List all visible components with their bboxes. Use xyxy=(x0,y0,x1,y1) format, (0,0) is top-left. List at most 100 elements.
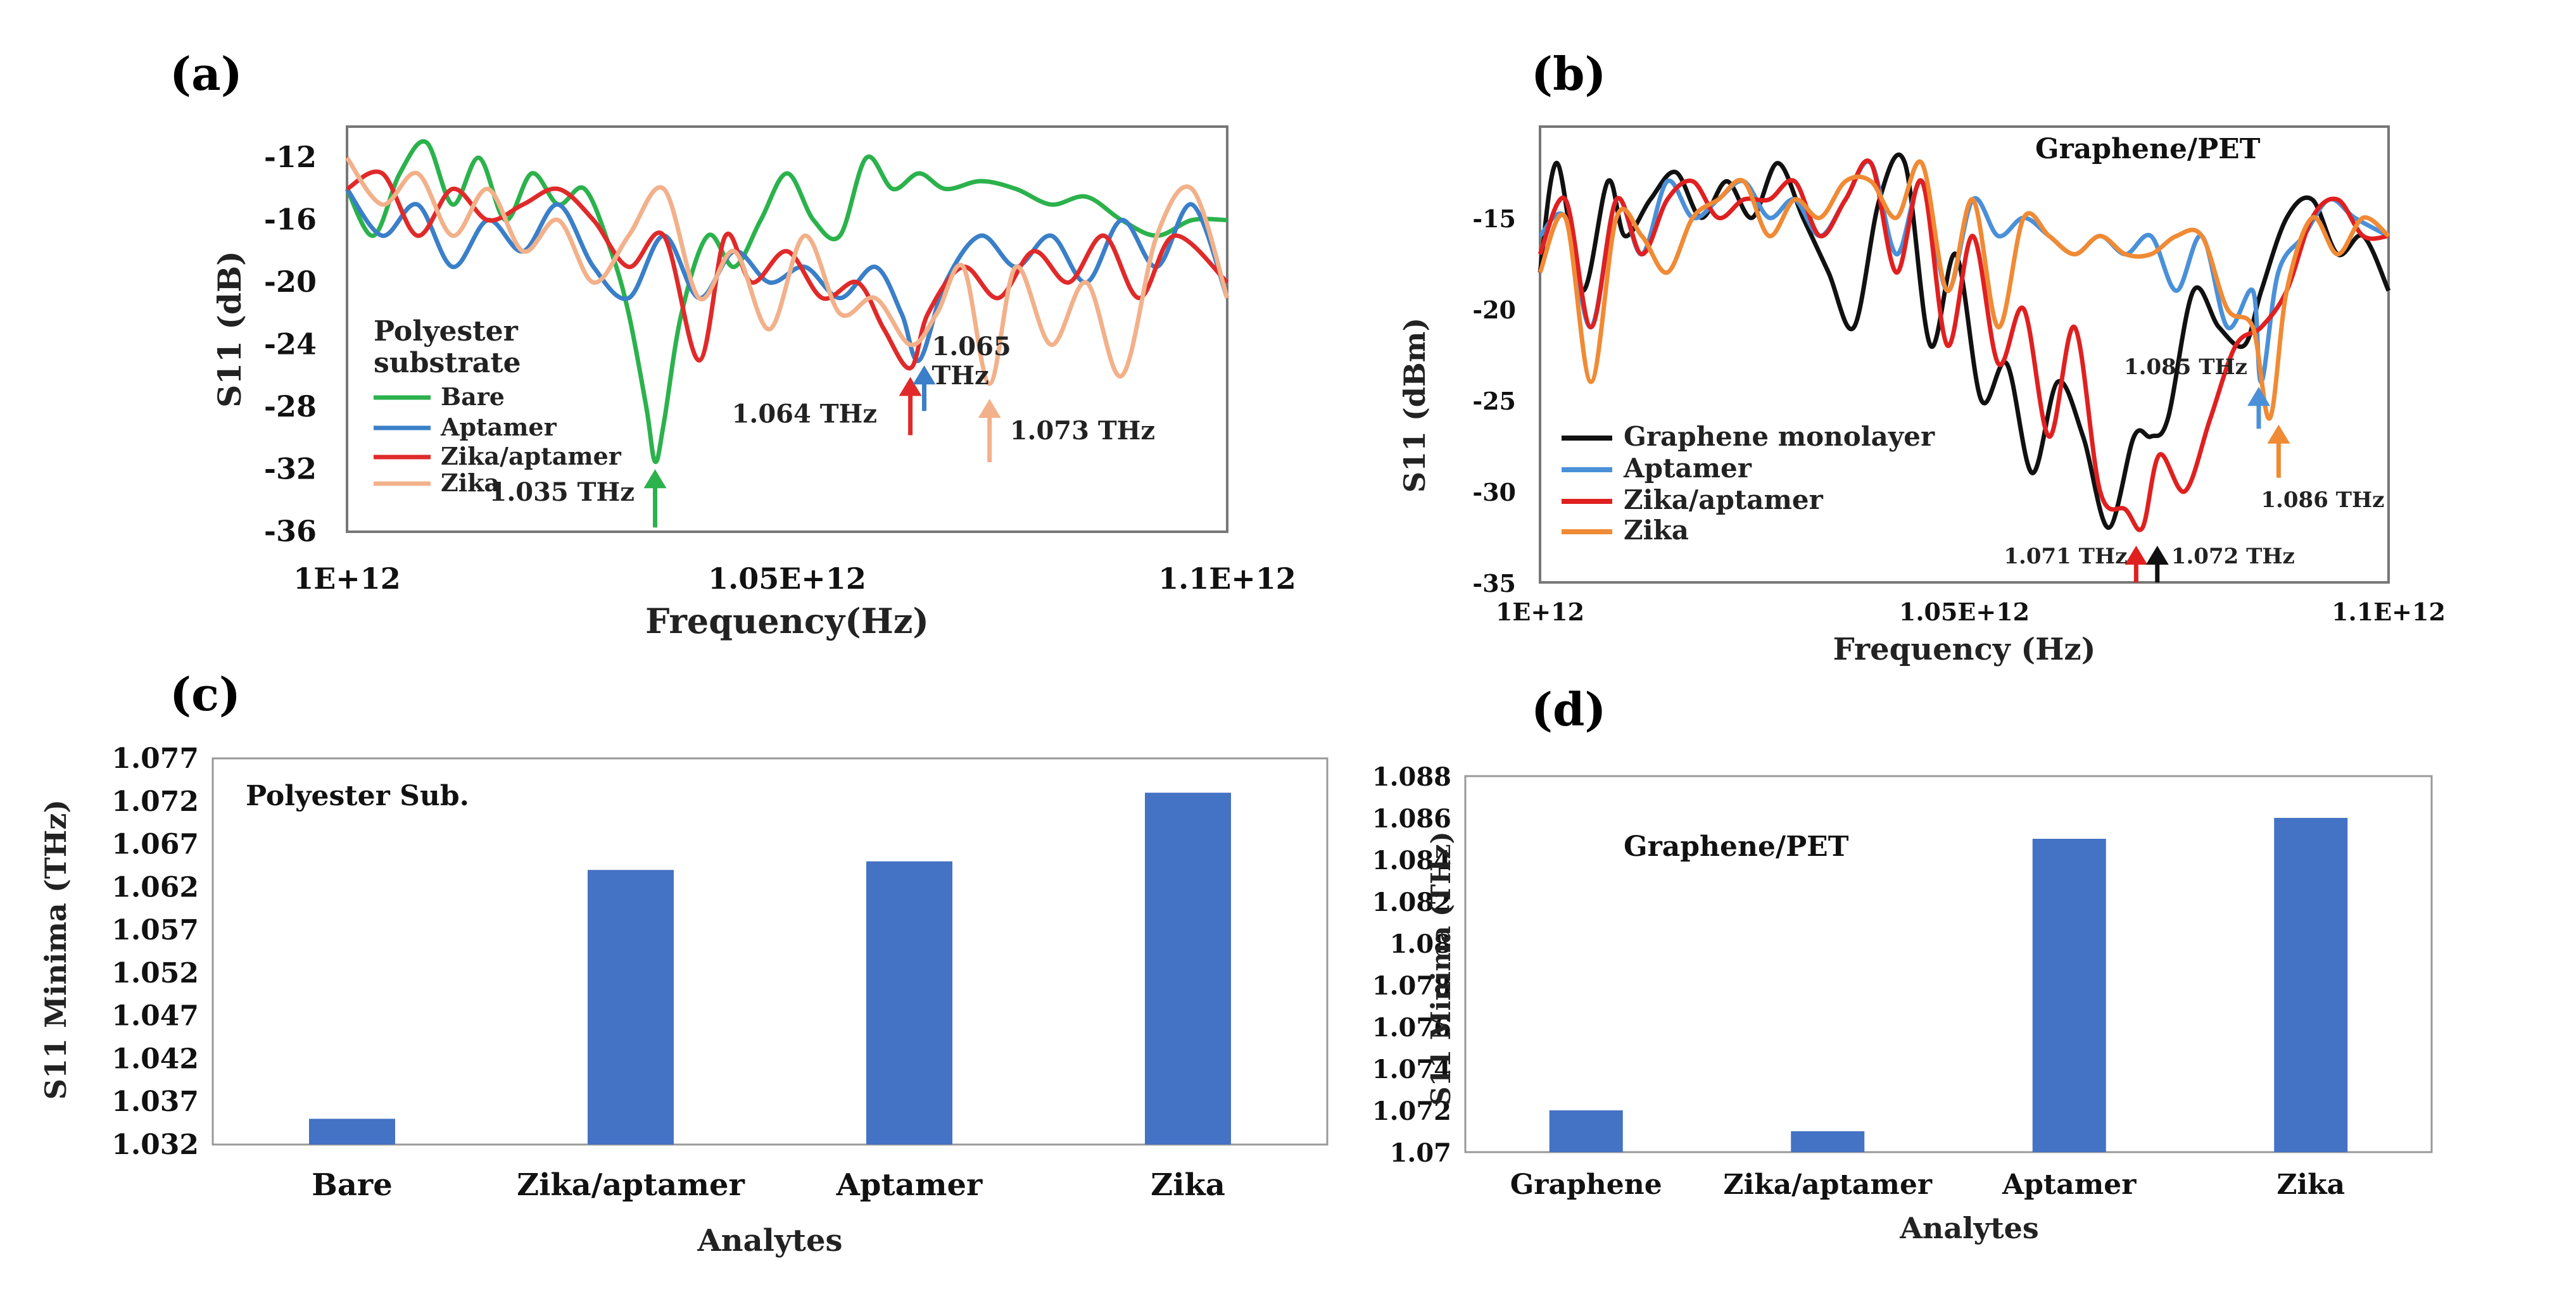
chart-title-d: Graphene/PET xyxy=(1624,831,1849,863)
panel-label-a: (a) xyxy=(170,47,243,101)
y-tick-c-1-037: 1.037 xyxy=(111,1086,199,1118)
annotation-label-b-2: 1.085 THz xyxy=(2124,355,2247,380)
x-axis-title-d: Analytes xyxy=(1899,1211,2039,1245)
annotation-arrowhead-b-1 xyxy=(2145,546,2169,565)
x-tick-b-1-1e-12: 1.1E+12 xyxy=(2332,598,2446,626)
legend-title-a-1: Polyester xyxy=(374,315,519,348)
plot-area-d xyxy=(1464,775,2433,1153)
y-tick-d-1-07: 1.07 xyxy=(1390,1138,1451,1168)
y-tick-b-35: -35 xyxy=(1472,569,1516,598)
bar-d-zika xyxy=(2274,818,2348,1152)
bars-c xyxy=(309,793,1231,1145)
y-tick-b-25: -25 xyxy=(1472,387,1516,415)
legend-a: Polyester substrate Bare Aptamer Zika/ap… xyxy=(374,315,622,497)
annotation-arrowhead-a-0 xyxy=(643,469,667,489)
annotation-label-a-0: 1.035 THz xyxy=(489,477,635,507)
annotation-label-b-0: 1.071 THz xyxy=(2004,544,2127,569)
y-tick-d-1-08: 1.08 xyxy=(1390,929,1451,959)
y-axis-title-d: S11 Minima (THz) xyxy=(1425,831,1456,1105)
y-tick-c-1-077: 1.077 xyxy=(111,743,199,775)
chart-title-b: Graphene/PET xyxy=(2035,133,2261,165)
legend-label-zika-aptamer: Zika/aptamer xyxy=(441,442,622,470)
y-axis-title-a: S11 (dB) xyxy=(211,251,248,408)
x-tick-b-1-05e-12: 1.05E+12 xyxy=(1899,598,2030,626)
y-tick-labels-a: -12 -16 -20 -24 -28 -32 -36 xyxy=(264,140,317,548)
y-tick-a-28: -28 xyxy=(264,389,317,424)
bar-d-graphene xyxy=(1549,1110,1623,1152)
x-tick-labels-a: 1E+12 1.05E+12 1.1E+12 xyxy=(293,562,1296,596)
annotation-label-a-1: 1.064 THz xyxy=(732,399,877,429)
category-label-c-zika-aptamer: Zika/aptamer xyxy=(517,1167,745,1203)
legend-label-zika-b: Zika xyxy=(1624,515,1689,546)
legend-label-bare: Bare xyxy=(441,382,505,411)
y-tick-c-1-042: 1.042 xyxy=(111,1043,199,1075)
bar-d-zika-aptamer xyxy=(1791,1131,1865,1152)
legend-label-zika-aptamer-b: Zika/aptamer xyxy=(1624,484,1824,515)
plot-area-c xyxy=(212,757,1329,1146)
y-tick-c-1-032: 1.032 xyxy=(111,1129,199,1161)
y-tick-a-12: -12 xyxy=(264,140,317,174)
y-tick-c-1-047: 1.047 xyxy=(111,1000,199,1032)
legend-label-zika: Zika xyxy=(441,468,500,497)
series-line-b-zika xyxy=(1537,159,2390,421)
annotation-label-a-3: 1.073 THz xyxy=(1010,416,1155,446)
category-label-c-zika: Zika xyxy=(1151,1167,1225,1203)
x-tick-labels-b: 1E+12 1.05E+12 1.1E+12 xyxy=(1496,598,2446,626)
y-tick-b-30: -30 xyxy=(1472,478,1516,506)
x-tick-a-1-1e-12: 1.1E+12 xyxy=(1158,562,1296,596)
y-tick-c-1-072: 1.072 xyxy=(111,786,199,818)
category-label-c-aptamer: Aptamer xyxy=(836,1167,983,1203)
series-lines-a xyxy=(344,139,1230,464)
y-tick-d-1-088: 1.088 xyxy=(1372,762,1451,792)
x-tick-b-1e-12: 1E+12 xyxy=(1496,598,1584,626)
x-axis-title-b: Frequency (Hz) xyxy=(1833,632,2096,667)
series-line-b-graphene-monolayer xyxy=(1537,152,2391,530)
bars-d xyxy=(1549,818,2348,1152)
y-tick-d-1-074: 1.074 xyxy=(1372,1055,1451,1084)
y-tick-c-1-052: 1.052 xyxy=(111,957,199,989)
y-tick-c-1-067: 1.067 xyxy=(111,829,199,861)
panel-d: (d) Graphene/PET 1.07 1.072 1.074 1.076 1.07… xyxy=(1372,682,2433,1245)
annotation-arrowhead-a-1 xyxy=(899,377,922,396)
annotation-arrowhead-b-2 xyxy=(2247,387,2270,406)
panel-a: (a) -12-16-20-24-28-32-36 1E+12 1.05E+12 1… xyxy=(170,47,1296,641)
panel-label-c: (c) xyxy=(170,667,241,721)
chart-title-c: Polyester Sub. xyxy=(246,780,469,812)
annotation-label2-a-2: THz xyxy=(932,361,989,391)
y-tick-d-1-084: 1.084 xyxy=(1372,846,1451,875)
legend-label-aptamer-b: Aptamer xyxy=(1623,453,1752,484)
legend-b: Graphene monolayer Aptamer Zika/aptamer … xyxy=(1562,421,1935,546)
y-tick-a-32: -32 xyxy=(264,452,317,486)
y-tick-d-1-078: 1.078 xyxy=(1372,971,1451,1001)
series-line-a-zika-aptamer xyxy=(346,169,1229,371)
y-tick-c-1-062: 1.062 xyxy=(111,871,199,903)
y-tick-b-15: -15 xyxy=(1472,204,1516,233)
y-tick-a-24: -24 xyxy=(264,327,317,361)
panel-c: (c) Polyester Sub. 1.032 1.037 1.042 1.047 1… xyxy=(39,667,1329,1258)
series-lines-b xyxy=(1537,152,2391,532)
y-tick-c-1-057: 1.057 xyxy=(111,914,199,946)
panel-label-d: (d) xyxy=(1531,682,1606,736)
panel-label-b: (b) xyxy=(1531,47,1606,101)
annotation-arrowhead-a-3 xyxy=(978,399,1001,418)
legend-label-aptamer: Aptamer xyxy=(440,413,557,441)
x-axis-title-a: Frequency(Hz) xyxy=(645,601,929,641)
annotations-b: 1.071 THz 1.072 THz 1.085 THz 1.086 THz xyxy=(2004,355,2384,582)
y-tick-d-1-072: 1.072 xyxy=(1372,1096,1451,1126)
annotation-arrowhead-b-3 xyxy=(2267,424,2290,444)
y-tick-b-20: -20 xyxy=(1472,296,1516,324)
y-axis-title-b: S11 (dBm) xyxy=(1398,318,1432,493)
y-tick-a-16: -16 xyxy=(264,203,317,237)
legend-title-a-2: substrate xyxy=(374,347,521,379)
category-labels-d: Graphene Zika/aptamer Aptamer Zika xyxy=(1510,1169,2345,1201)
x-tick-a-1-05e-12: 1.05E+12 xyxy=(708,562,866,596)
category-label-c-bare: Bare xyxy=(312,1167,393,1203)
x-axis-title-c: Analytes xyxy=(697,1223,842,1258)
panel-b: (b) Graphene/PET -15 -20 -25 -30 -35 1E+12 1.… xyxy=(1398,47,2446,667)
bar-c-zika-aptamer xyxy=(588,870,674,1145)
y-tick-d-1-082: 1.082 xyxy=(1372,888,1451,917)
y-tick-d-1-076: 1.076 xyxy=(1372,1013,1451,1043)
category-label-d-aptamer: Aptamer xyxy=(2002,1169,2137,1201)
